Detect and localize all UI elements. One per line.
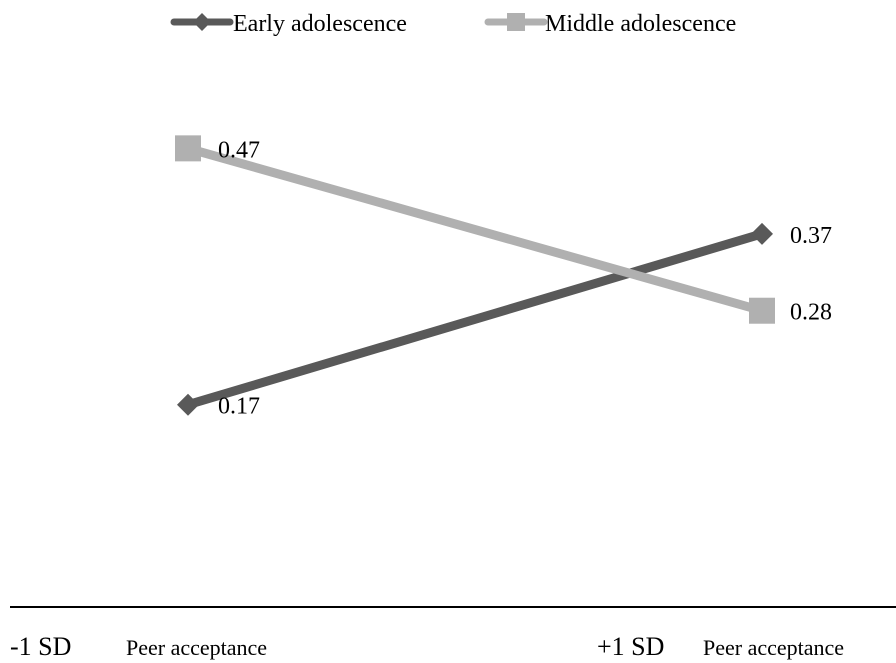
legend: Early adolescence Middle adolescence	[170, 11, 736, 37]
x-axis: -1 SD Peer acceptance +1 SD Peer acceptance	[10, 606, 896, 661]
data-point-marker	[749, 297, 775, 324]
legend-diamond-icon	[193, 13, 211, 31]
legend-label: Early adolescence	[233, 11, 407, 37]
legend-item: Early adolescence	[170, 11, 407, 37]
legend-label: Middle adolescence	[545, 11, 736, 37]
series-line	[183, 143, 767, 316]
data-point-marker	[177, 393, 199, 416]
plot-area: 0.17 0.37 0.47 0.28	[175, 135, 832, 420]
x-tick-label: +1 SD Peer acceptance	[597, 632, 844, 661]
series-early-adolescence: 0.17 0.37	[177, 222, 832, 420]
data-point-marker	[751, 222, 773, 245]
legend-square-icon	[507, 13, 525, 31]
data-label: 0.47	[218, 137, 260, 163]
series-line	[183, 229, 767, 410]
x-tick-label: -1 SD Peer acceptance	[10, 632, 267, 661]
data-point-marker	[175, 135, 201, 162]
x-tick-sd-label: -1 SD	[10, 632, 71, 661]
legend-item: Middle adolescence	[484, 11, 736, 37]
x-tick-category-label: Peer acceptance	[703, 635, 844, 660]
x-tick-category-label: Peer acceptance	[126, 635, 267, 660]
series-middle-adolescence: 0.47 0.28	[175, 135, 832, 326]
data-label: 0.28	[790, 300, 832, 326]
x-tick-sd-label: +1 SD	[597, 632, 664, 661]
data-label: 0.37	[790, 223, 832, 249]
data-label: 0.17	[218, 394, 260, 420]
